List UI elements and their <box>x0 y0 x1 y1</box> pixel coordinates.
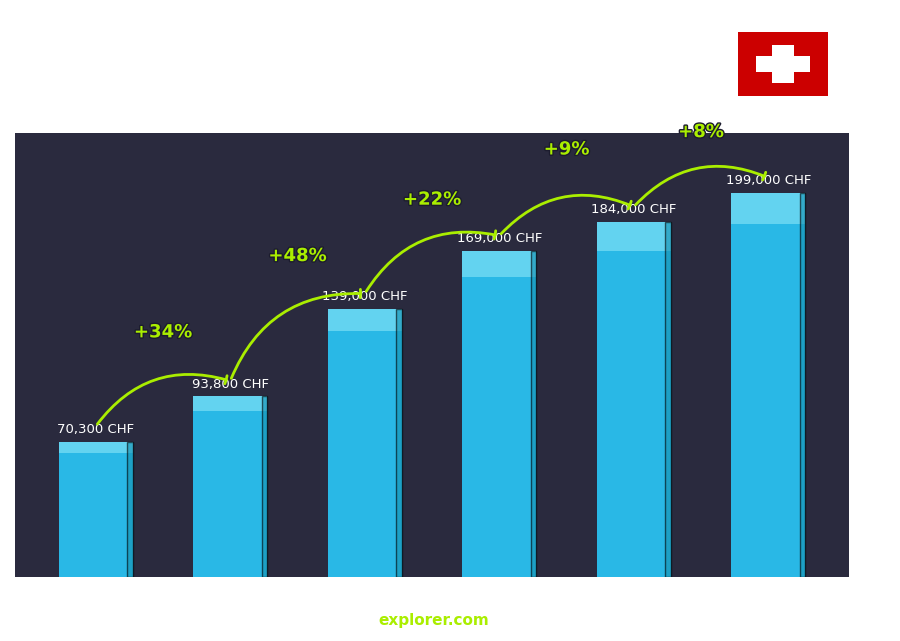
Text: 93,800 CHF: 93,800 CHF <box>192 378 269 390</box>
Bar <box>597 222 670 578</box>
FancyBboxPatch shape <box>665 222 670 578</box>
FancyBboxPatch shape <box>531 251 536 578</box>
Text: +48%: +48% <box>268 247 327 265</box>
Text: 184,000 CHF: 184,000 CHF <box>591 203 677 217</box>
Text: C Developer: C Developer <box>54 83 175 103</box>
Bar <box>772 45 794 83</box>
Bar <box>732 193 806 224</box>
FancyBboxPatch shape <box>262 396 267 578</box>
Text: explorer.com: explorer.com <box>378 613 489 628</box>
Text: salary: salary <box>326 613 378 628</box>
Text: +8%: +8% <box>679 123 724 141</box>
Bar <box>463 251 536 578</box>
Text: 199,000 CHF: 199,000 CHF <box>725 174 811 187</box>
Bar <box>328 309 401 331</box>
Bar <box>328 309 401 578</box>
Bar <box>194 396 267 578</box>
Text: 169,000 CHF: 169,000 CHF <box>456 233 542 246</box>
Text: Salary Comparison By Experience: Salary Comparison By Experience <box>54 32 630 61</box>
Text: 70,300 CHF: 70,300 CHF <box>57 423 134 436</box>
Bar <box>756 56 810 72</box>
FancyBboxPatch shape <box>800 193 806 578</box>
Text: Average Yearly Salary: Average Yearly Salary <box>868 260 878 381</box>
FancyBboxPatch shape <box>127 442 132 578</box>
Bar <box>58 442 132 453</box>
Bar <box>597 222 670 251</box>
Bar <box>732 193 806 578</box>
Bar <box>194 396 267 411</box>
Text: +9%: +9% <box>544 140 590 158</box>
Bar <box>58 442 132 578</box>
Text: +34%: +34% <box>134 323 192 342</box>
Bar <box>463 251 536 278</box>
Text: 139,000 CHF: 139,000 CHF <box>322 290 408 303</box>
FancyBboxPatch shape <box>396 309 401 578</box>
Text: +22%: +22% <box>403 190 461 209</box>
